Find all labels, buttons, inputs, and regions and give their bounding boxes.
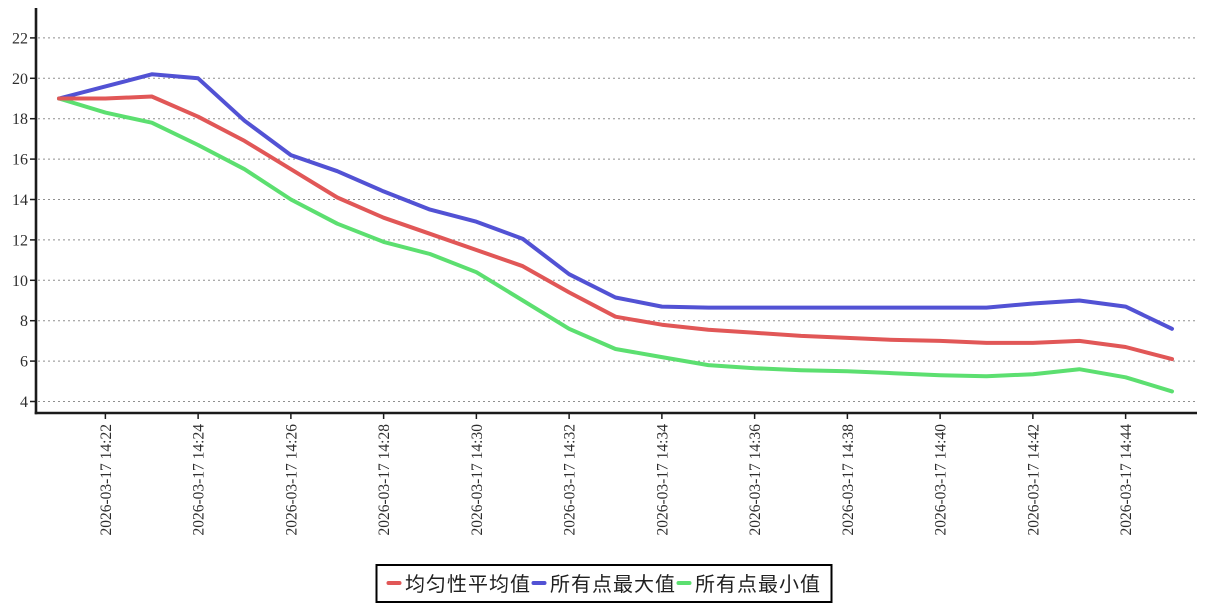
- x-tick-label-14:40: 2026-03-17 14:40: [933, 424, 950, 536]
- x-tick-label-14:36: 2026-03-17 14:36: [747, 424, 764, 536]
- x-tick-label-14:42: 2026-03-17 14:42: [1025, 424, 1042, 536]
- y-tick-label-8: 8: [20, 313, 28, 330]
- x-tick-label-14:30: 2026-03-17 14:30: [469, 424, 486, 536]
- x-tick-label-14:26: 2026-03-17 14:26: [283, 424, 300, 536]
- chart-legend: 均匀性平均值 所有点最大值 所有点最小值: [375, 564, 832, 603]
- y-tick-label-14: 14: [12, 192, 28, 209]
- y-tick-label-16: 16: [12, 152, 28, 169]
- legend-item-max: 所有点最大值: [531, 568, 676, 597]
- x-tick-label-14:44: 2026-03-17 14:44: [1118, 424, 1135, 536]
- legend-item-average: 均匀性平均值: [386, 568, 531, 597]
- y-tick-label-20: 20: [12, 71, 28, 88]
- legend-label-min: 所有点最小值: [695, 574, 821, 596]
- legend-item-min: 所有点最小值: [676, 568, 821, 597]
- x-tick-label-14:34: 2026-03-17 14:34: [654, 424, 671, 536]
- y-tick-label-10: 10: [12, 273, 28, 290]
- series-line-min: [57, 96, 1174, 394]
- legend-swatch-max-icon: [531, 580, 546, 585]
- y-tick-label-22: 22: [12, 30, 28, 47]
- legend-label-max: 所有点最大值: [550, 574, 676, 596]
- legend-swatch-min-icon: [676, 580, 691, 585]
- y-tick-label-18: 18: [12, 111, 28, 128]
- x-tick-label-14:22: 2026-03-17 14:22: [98, 424, 115, 536]
- series-line-max: [57, 72, 1174, 331]
- y-tick-label-4: 4: [20, 394, 28, 411]
- series-line-average: [57, 94, 1174, 362]
- x-tick-label-14:28: 2026-03-17 14:28: [376, 424, 393, 536]
- y-tick-label-12: 12: [12, 232, 28, 249]
- legend-label-average: 均匀性平均值: [405, 574, 531, 596]
- x-tick-label-14:24: 2026-03-17 14:24: [191, 424, 208, 536]
- legend-swatch-average-icon: [386, 580, 401, 585]
- y-tick-label-6: 6: [20, 354, 28, 371]
- x-tick-label-14:32: 2026-03-17 14:32: [562, 424, 579, 536]
- x-tick-label-14:38: 2026-03-17 14:38: [840, 424, 857, 536]
